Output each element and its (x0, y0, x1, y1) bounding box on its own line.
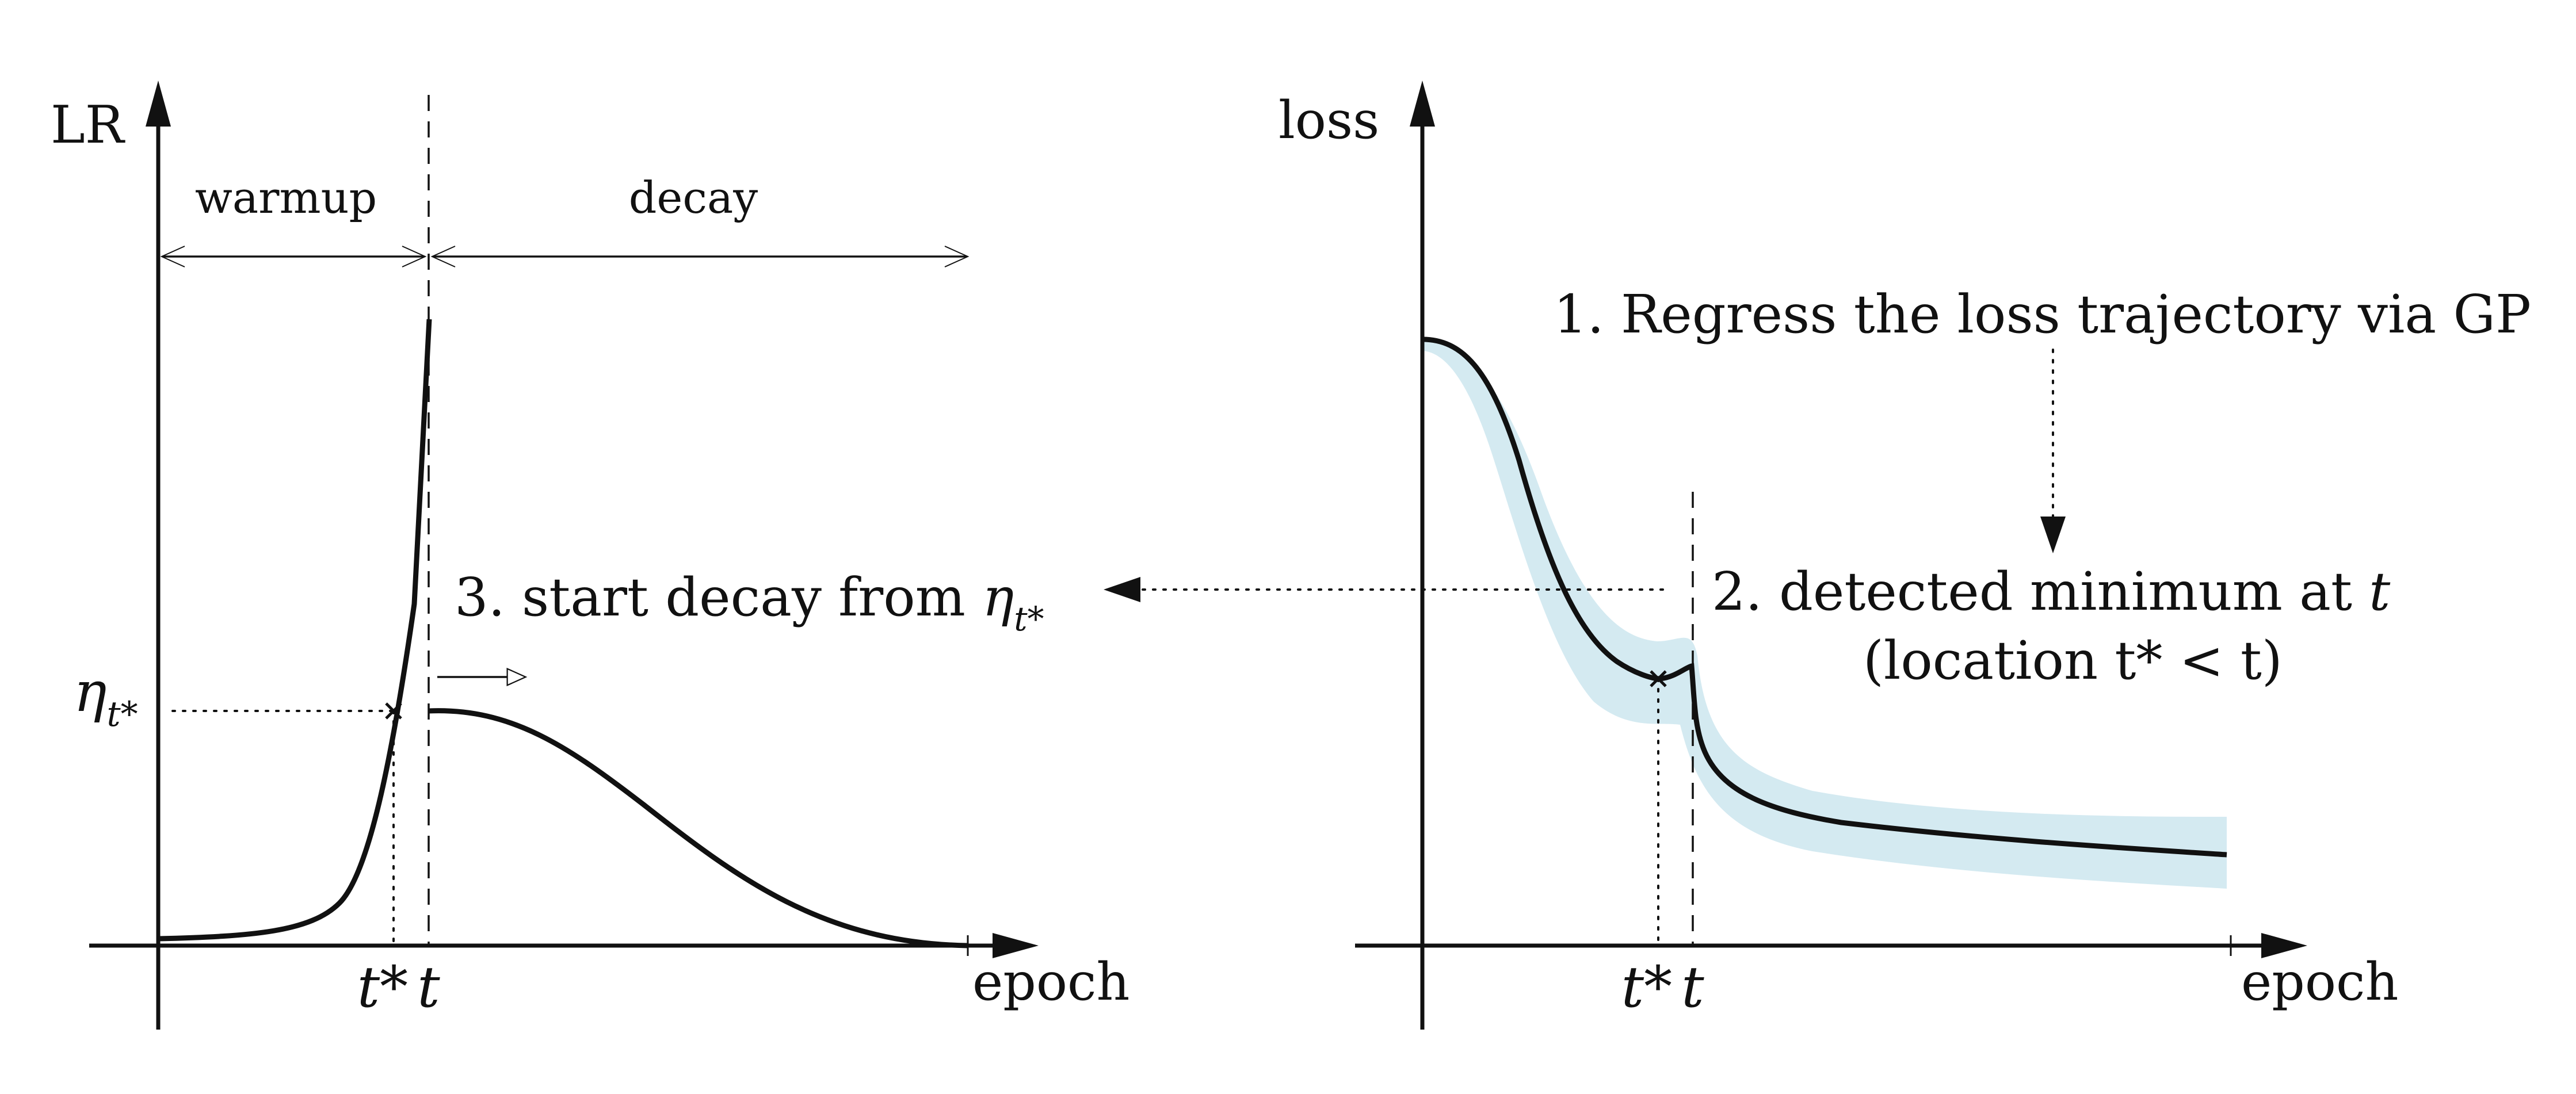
step3-annotation: 3. start decay from ηt* (455, 567, 1044, 638)
right-tick-t: t (1681, 955, 1704, 1020)
decay-label: decay (629, 172, 758, 223)
right-x-axis-label: epoch (2241, 952, 2398, 1012)
left-x-axis-label: epoch (972, 952, 1129, 1012)
step1-to-step2-arrowhead (2040, 517, 2066, 553)
warmup-label: warmup (195, 172, 377, 223)
left-tick-t-star: t* (357, 955, 408, 1020)
step2-annotation-line1: 2. detected minimum at t (1712, 561, 2391, 622)
minimum-to-lr-arrowhead (1104, 577, 1140, 602)
step2-annotation-line2: (location t* < t) (1863, 630, 2283, 691)
left-y-axis-label: LR (51, 95, 125, 155)
right-tick-t-star: t* (1621, 955, 1672, 1020)
right-y-axis-arrowhead (1410, 81, 1435, 127)
decay-lr-curve (429, 711, 968, 946)
left-tick-t: t (417, 955, 440, 1020)
right-y-axis-label: loss (1279, 90, 1379, 151)
step1-annotation: 1. Regress the loss trajectory via GP (1554, 284, 2531, 345)
warmup-lr-curve (158, 319, 429, 939)
eta-t-star-label: ηt* (74, 660, 138, 735)
right-panel: loss epoch 1. Regress the loss trajector… (1279, 81, 2531, 1030)
left-y-axis-arrowhead (146, 81, 171, 127)
left-panel: warmup decay LR epoch ηt* 3. start decay… (51, 81, 1129, 1030)
